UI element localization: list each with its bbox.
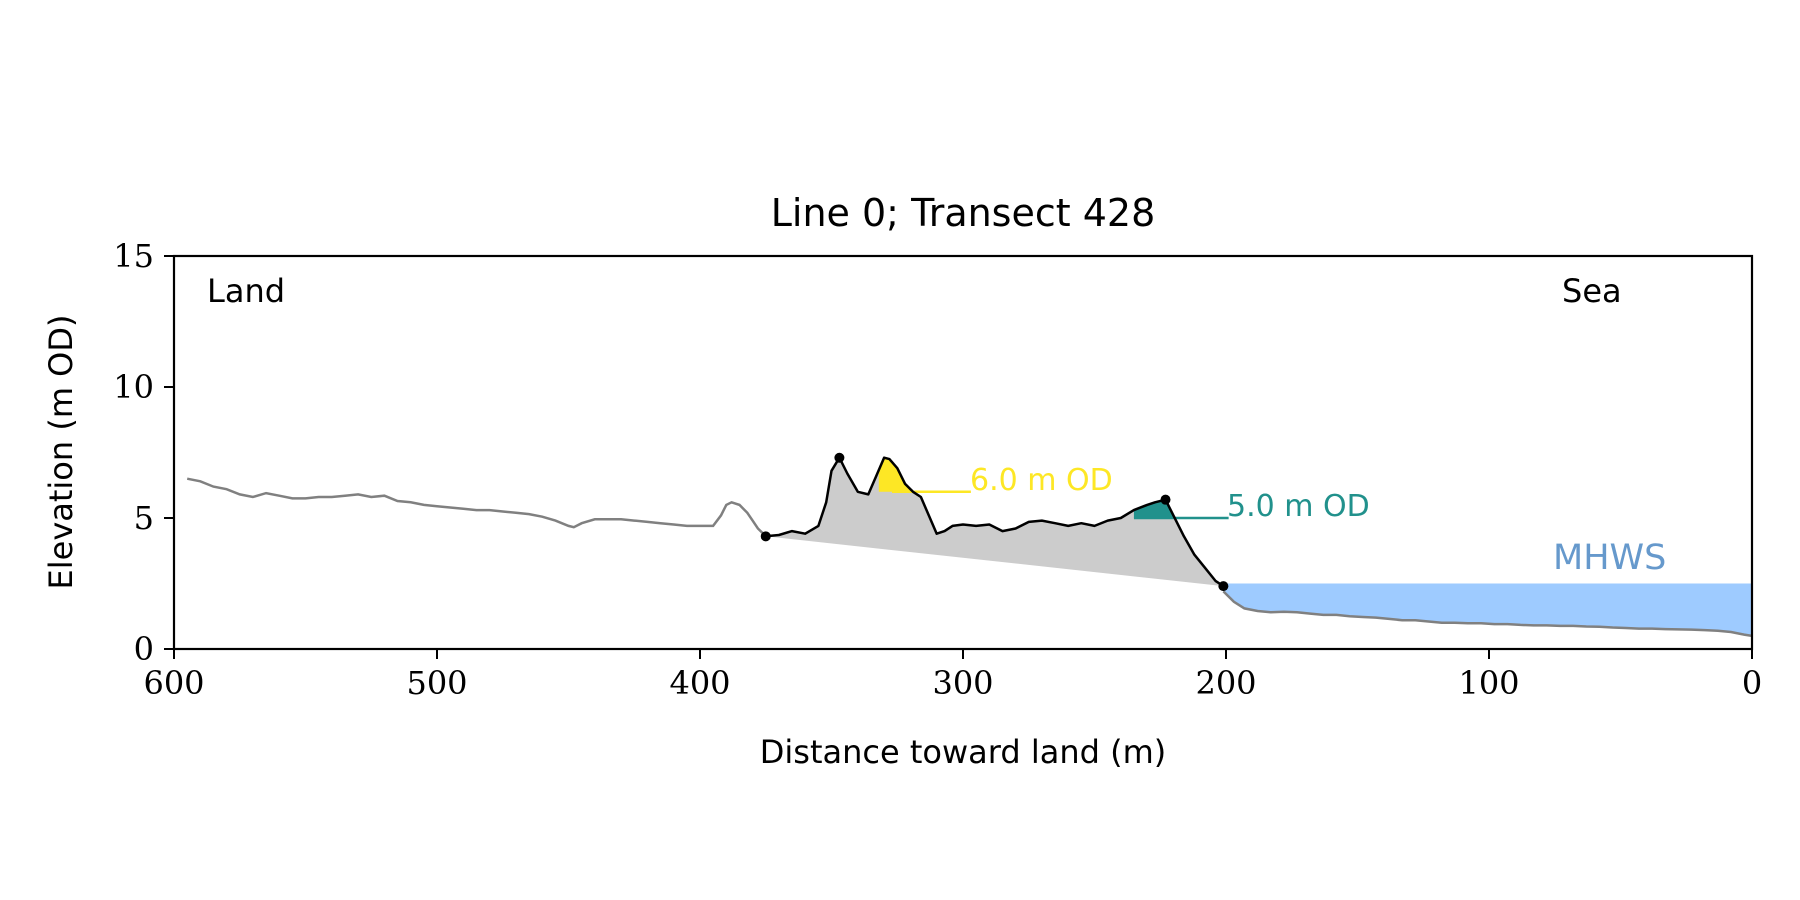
dune-heel-point — [760, 531, 771, 542]
x-tick-label: 200 — [1195, 664, 1256, 702]
dune-toe-point — [1218, 581, 1229, 592]
x-tick-label: 300 — [932, 664, 993, 702]
line-layer — [186, 456, 1753, 638]
y-tick-label: 0 — [134, 630, 154, 668]
y-tick-label: 15 — [113, 237, 154, 275]
x-tick-label: 400 — [669, 664, 730, 702]
level-6-label: 6.0 m OD — [970, 463, 1113, 498]
level-5-label: 5.0 m OD — [1227, 489, 1370, 524]
y-axis-label: Elevation (m OD) — [42, 315, 80, 590]
x-axis-label: Distance toward land (m) — [760, 733, 1166, 771]
level-fill-6 — [878, 457, 932, 492]
tick-layer: 600 500 400 300 200 100 0 0 5 10 15 — [113, 237, 1762, 702]
dune-peak-point — [834, 452, 845, 463]
dune-profile-line — [765, 456, 1225, 588]
marker-layer — [760, 452, 1229, 592]
land-label: Land — [207, 272, 285, 310]
x-tick-label: 600 — [143, 664, 204, 702]
y-tick-label: 10 — [113, 368, 154, 406]
x-tick-label: 100 — [1458, 664, 1519, 702]
mhws-label: MHWS — [1553, 538, 1666, 578]
sea-label: Sea — [1562, 272, 1622, 310]
x-tick-label: 500 — [406, 664, 467, 702]
fill-layer — [765, 457, 1752, 636]
sea-area — [1223, 583, 1752, 636]
dune-crest-point — [1160, 494, 1171, 505]
y-tick-label: 5 — [134, 499, 154, 537]
terrain-line — [186, 477, 767, 538]
beach-line — [1222, 590, 1753, 638]
x-tick-label: 0 — [1742, 664, 1762, 702]
chart-title: Line 0; Transect 428 — [771, 191, 1156, 235]
